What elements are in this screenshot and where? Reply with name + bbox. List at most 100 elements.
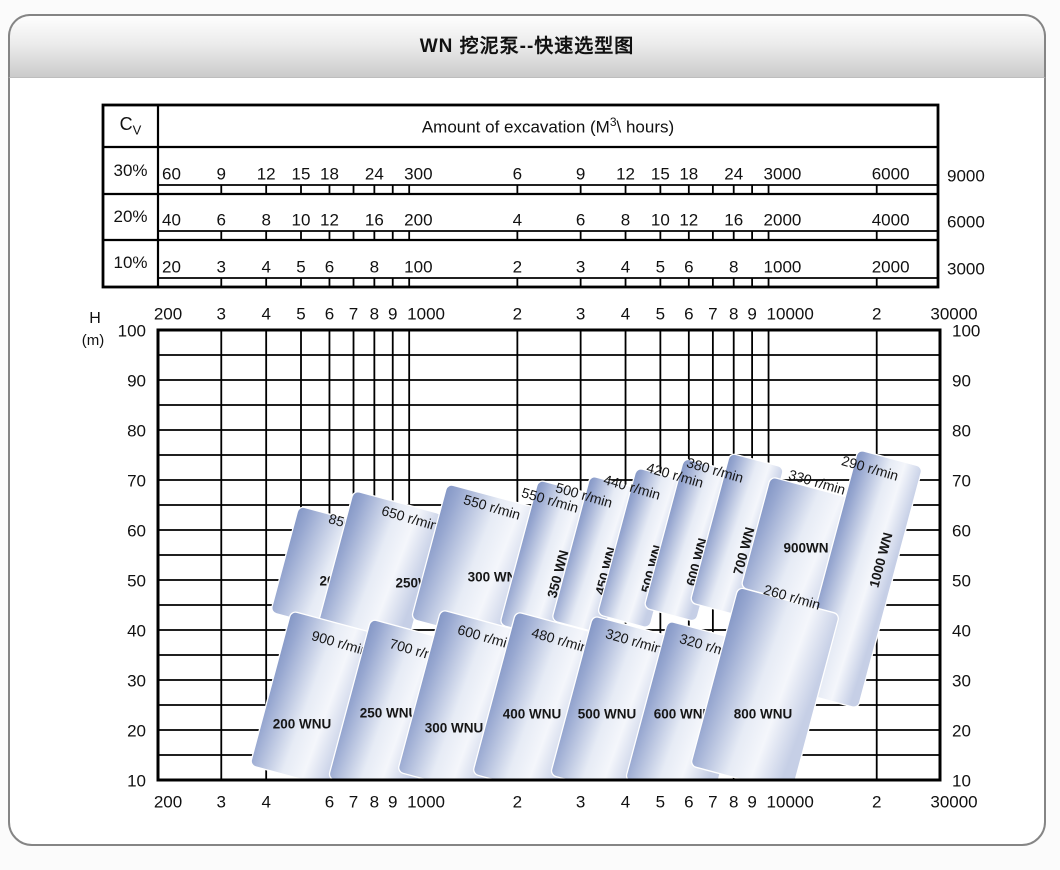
cv-table-value: 24 xyxy=(724,165,743,184)
band-name-label: 900WN xyxy=(783,541,828,556)
cv-row-right-label: 9000 xyxy=(947,167,985,186)
svg-text:7: 7 xyxy=(349,793,358,812)
svg-text:3: 3 xyxy=(217,305,226,324)
title-bar: WN 挖泥泵--快速选型图 xyxy=(8,14,1046,78)
svg-text:4: 4 xyxy=(621,793,630,812)
cv-table-value: 6 xyxy=(576,211,585,230)
svg-text:4: 4 xyxy=(621,305,630,324)
svg-text:8: 8 xyxy=(370,793,379,812)
svg-text:2: 2 xyxy=(513,793,522,812)
svg-text:8: 8 xyxy=(729,793,738,812)
cv-table-value: 4 xyxy=(261,258,270,277)
cv-table-value: 1000 xyxy=(764,258,802,277)
svg-text:30: 30 xyxy=(127,672,146,691)
svg-text:40: 40 xyxy=(127,622,146,641)
svg-text:20: 20 xyxy=(952,722,971,741)
cv-table-value: 24 xyxy=(365,165,384,184)
band-name-label: 200 WNU xyxy=(273,717,332,732)
cv-table-value: 40 xyxy=(162,211,181,230)
cv-table-value: 8 xyxy=(621,211,630,230)
cv-table-row: 40 6 8 10 12 16 200 4 6 8 10 12 16 2000 4000 6000 xyxy=(158,211,985,240)
svg-text:80: 80 xyxy=(127,422,146,441)
svg-text:6: 6 xyxy=(325,793,334,812)
svg-text:90: 90 xyxy=(127,372,146,391)
band-name-label: 400 WNU xyxy=(503,707,562,722)
cv-table-value: 6 xyxy=(513,165,522,184)
band-name-label: 250 WNU xyxy=(360,706,419,721)
x-scale-top: 200 3 4 5 6 7 8 9 1000 2 3 4 5 6 7 8 9 10000 2 30000 xyxy=(154,305,978,324)
plot-border xyxy=(156,328,942,782)
svg-text:70: 70 xyxy=(127,472,146,491)
svg-text:3: 3 xyxy=(217,793,226,812)
svg-text:5: 5 xyxy=(656,793,665,812)
band-name-label: 600 WNU xyxy=(654,707,713,722)
cv-table-value: 6 xyxy=(684,258,693,277)
cv-table-value: 9 xyxy=(576,165,585,184)
svg-text:30000: 30000 xyxy=(930,305,977,324)
svg-text:10: 10 xyxy=(127,772,146,791)
svg-text:60: 60 xyxy=(952,522,971,541)
svg-text:100: 100 xyxy=(952,322,980,341)
svg-text:6: 6 xyxy=(325,305,334,324)
svg-text:7: 7 xyxy=(349,305,358,324)
cv-table-value: 10 xyxy=(651,211,670,230)
y-axis-label: H xyxy=(89,310,101,327)
cv-table-value: 16 xyxy=(365,211,384,230)
cv-table-value: 12 xyxy=(616,165,635,184)
svg-text:6: 6 xyxy=(684,793,693,812)
cv-table-row: 60 9 12 15 18 24 300 6 9 12 15 18 24 3000 6000 9000 xyxy=(158,165,985,194)
svg-text:200: 200 xyxy=(154,793,182,812)
svg-text:40: 40 xyxy=(952,622,971,641)
cv-table-value: 200 xyxy=(404,211,432,230)
cv-table-value: 4 xyxy=(513,211,522,230)
page-title: WN 挖泥泵--快速选型图 xyxy=(419,36,635,57)
svg-text:4: 4 xyxy=(261,305,270,324)
cv-table-value: 9 xyxy=(217,165,226,184)
cv-table-value: 12 xyxy=(679,211,698,230)
cv-table-value: 5 xyxy=(296,258,305,277)
svg-text:9: 9 xyxy=(747,793,756,812)
svg-text:9: 9 xyxy=(388,793,397,812)
svg-text:60: 60 xyxy=(127,522,146,541)
svg-text:30: 30 xyxy=(952,672,971,691)
cv-table-value: 8 xyxy=(729,258,738,277)
svg-text:30000: 30000 xyxy=(930,793,977,812)
cv-table-value: 4000 xyxy=(872,211,910,230)
svg-text:20: 20 xyxy=(127,722,146,741)
svg-text:50: 50 xyxy=(127,572,146,591)
cv-table-value: 12 xyxy=(320,211,339,230)
cv-table-value: 100 xyxy=(404,258,432,277)
svg-text:10000: 10000 xyxy=(767,793,814,812)
svg-text:50: 50 xyxy=(952,572,971,591)
cv-table-value: 60 xyxy=(162,165,181,184)
y-scale: 10 10 20 20 30 30 40 40 50 50 60 60 70 70 80 80 90 90 100 1… xyxy=(118,322,981,791)
band-name-label: 500 WNU xyxy=(578,707,637,722)
cv-row-right-label: 3000 xyxy=(947,260,985,279)
cv-table-value: 15 xyxy=(292,165,311,184)
svg-text:1000: 1000 xyxy=(407,793,445,812)
svg-text:8: 8 xyxy=(729,305,738,324)
x-scale-bottom: 200 3 4 6 7 8 9 1000 2 3 4 5 6 7 8 9 10000 2 30000 xyxy=(154,793,978,812)
cv-table-value: 12 xyxy=(257,165,276,184)
svg-text:90: 90 xyxy=(952,372,971,391)
cv-table-value: 2000 xyxy=(764,211,802,230)
cv-table-value: 3 xyxy=(217,258,226,277)
cv-row-label-30: 30% xyxy=(113,161,148,180)
svg-text:80: 80 xyxy=(952,422,971,441)
svg-text:2: 2 xyxy=(872,793,881,812)
cv-table-value: 18 xyxy=(679,165,698,184)
cv-table-value: 20 xyxy=(162,258,181,277)
cv-table-row: 20 3 4 5 6 8 100 2 3 4 5 6 8 1000 2000 3000 xyxy=(158,258,985,287)
cv-table-value: 10 xyxy=(292,211,311,230)
svg-text:2: 2 xyxy=(513,305,522,324)
y-axis-unit: (m) xyxy=(81,332,105,349)
svg-text:3: 3 xyxy=(576,305,585,324)
svg-text:6: 6 xyxy=(684,305,693,324)
cv-table-value: 6 xyxy=(217,211,226,230)
cv-table-value: 2000 xyxy=(872,258,910,277)
